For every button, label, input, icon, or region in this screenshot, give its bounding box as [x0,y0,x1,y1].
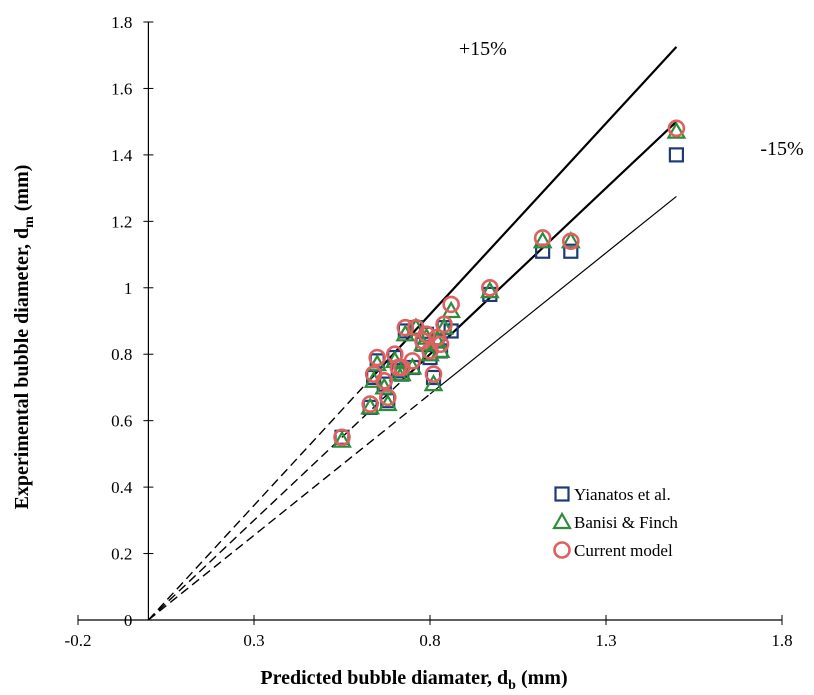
data-point [378,388,397,407]
data-point [532,231,553,249]
y-tick-label: 0.8 [111,345,132,364]
data-point [375,371,394,390]
y-tick-label: 0.6 [111,412,132,431]
reference-line [365,46,678,384]
data-point [417,325,436,344]
reference-line-dashed [147,382,368,621]
annotation-label: +15% [459,38,507,60]
legend: Yianatos et al. Banisi & Finch Current mod… [552,485,678,560]
data-point [481,278,499,297]
y-tick-label: 1.8 [111,13,132,32]
y-tick-label: 0.4 [111,478,133,497]
legend-marker [553,541,571,559]
annotations: +15% -15% [459,38,804,160]
data-point [333,428,351,447]
data-point [368,348,387,367]
data-point [479,280,500,299]
reference-line-dashed [147,393,431,621]
x-tick-label: 0.3 [243,631,264,650]
data-point [666,121,687,139]
series-current-model [333,119,686,447]
data-point [332,430,352,448]
data-point [360,397,381,415]
data-point [668,147,685,163]
data-point [431,335,450,354]
x-tick-label: 0.8 [419,631,440,650]
y-tick-label: 1.4 [111,146,133,165]
y-tick-label: 0.2 [111,545,132,564]
data-point [667,119,686,138]
tick-labels: -0.2 0.3 0.8 1.3 1.8 0 0.2 0.4 0.6 0.8 1 1.2 1.4 1.6 1… [65,13,793,650]
data-point [424,365,443,383]
x-tick-label: 1.8 [771,631,792,650]
reference-line-dashed [147,380,403,621]
reference-line [429,195,677,395]
y-tick-label: 1 [124,279,133,298]
legend-marker [552,511,572,530]
data-point [423,373,444,392]
data-point [396,318,415,337]
series-yianatos-et-al [334,147,685,445]
data-point [403,352,422,370]
legend-label: Current model [574,541,673,560]
data-point [533,229,552,247]
data-points [332,119,687,448]
y-tick-label: 1.2 [111,212,132,231]
y-tick-label: 1.6 [111,79,132,98]
data-point [435,315,453,334]
x-axis-label: Predicted bubble diamater, db (mm) [260,667,567,693]
series-banisi-finch [332,121,687,448]
data-point [560,231,581,249]
data-point [561,232,580,251]
data-point [442,295,460,314]
x-tick-label: 1.3 [595,631,616,650]
y-tick-label: 0 [124,611,133,630]
data-point [563,243,579,259]
data-point [361,395,379,413]
y-axis-label: Experimental bubble diameter, dm (mm) [11,165,37,510]
legend-marker [554,486,570,502]
legend-label: Banisi & Finch [574,513,678,532]
annotation-label: -15% [760,138,803,160]
legend-label: Yianatos et al. [574,485,671,504]
x-tick-label: -0.2 [65,631,92,650]
